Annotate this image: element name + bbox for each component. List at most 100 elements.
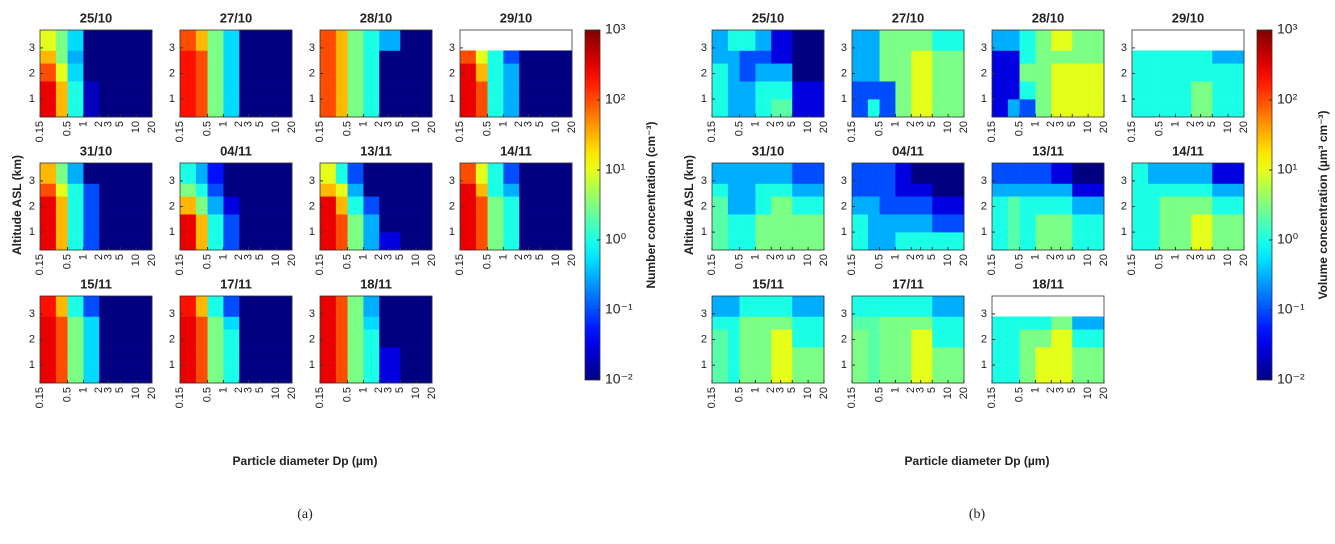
x-tick-label: 5 <box>1206 254 1218 260</box>
x-tick-label: 2 <box>1045 254 1057 260</box>
x-tick-label: 10 <box>130 121 142 133</box>
x-tick-label: 3 <box>1194 254 1206 260</box>
heatmap-cell <box>1007 347 1020 366</box>
heatmap-cell <box>932 30 965 51</box>
heatmap-cell <box>40 81 57 100</box>
heatmap-cell <box>932 365 965 384</box>
heatmap-cell <box>99 232 121 251</box>
heatmap-cell <box>239 316 261 330</box>
heatmap-cell <box>792 296 825 317</box>
heatmap-cell <box>260 214 293 233</box>
y-tick-label: 3 <box>1121 175 1127 187</box>
heatmap-cell <box>99 347 121 366</box>
x-tick-label: 3 <box>382 121 394 127</box>
x-tick-label: 10 <box>942 254 954 266</box>
heatmap-cell <box>1175 81 1192 100</box>
heatmap-cell <box>739 50 756 64</box>
heatmap-cell <box>739 316 756 330</box>
y-tick-label: 3 <box>449 42 455 54</box>
heatmap-cell <box>712 163 729 184</box>
heatmap-cell <box>335 329 348 348</box>
x-tick-label: 20 <box>146 387 158 399</box>
heatmap-cell <box>712 347 729 366</box>
heatmap-cell <box>195 232 208 251</box>
heatmap-cell <box>992 63 1009 82</box>
heatmap-cell <box>755 316 772 330</box>
heatmap-cell <box>55 296 68 317</box>
heatmap-cell <box>992 365 1009 384</box>
heatmap-cell <box>792 63 825 82</box>
heatmap-cell <box>852 50 869 64</box>
heatmap-cell <box>400 296 433 317</box>
heatmap-cell <box>180 232 197 251</box>
heatmap-cell <box>1175 183 1192 197</box>
x-tick-label: 1 <box>357 387 369 393</box>
heatmap-cell <box>519 81 541 100</box>
heatmap-cell <box>363 183 380 197</box>
heatmap-cell <box>792 183 825 197</box>
heatmap-cell <box>712 99 729 118</box>
heatmap-cell <box>55 232 68 251</box>
heatmap-cell <box>99 329 121 348</box>
x-tick-label: 1 <box>749 121 761 127</box>
heatmap-cell <box>879 365 896 384</box>
heatmap-cell <box>771 296 793 317</box>
heatmap-cell <box>739 183 756 197</box>
heatmap-cell <box>771 347 793 366</box>
x-tick-label: 0.5 <box>201 387 213 402</box>
x-tick-label: 1 <box>1169 121 1181 127</box>
x-tick-label: 2 <box>93 387 105 393</box>
heatmap-cell <box>460 99 477 118</box>
y-tick-label: 2 <box>29 200 35 212</box>
heatmap-cell <box>755 63 772 82</box>
x-tick-label: 0.5 <box>1013 387 1025 402</box>
heatmap-cell <box>1159 50 1176 64</box>
heatmap-cell <box>755 296 772 317</box>
heatmap-cell <box>911 163 933 184</box>
heatmap-cell <box>400 214 433 233</box>
heatmap-cell <box>260 63 293 82</box>
heatmap-cell <box>792 50 825 64</box>
heatmap-cell <box>320 30 337 51</box>
heatmap-cell <box>852 99 869 118</box>
heatmap-cell <box>852 214 869 233</box>
heatmap-cell <box>1072 163 1105 184</box>
heatmap-cell <box>1175 99 1192 118</box>
heatmap-cell <box>1035 232 1052 251</box>
heatmap-cell <box>911 347 933 366</box>
heatmap-cell <box>379 163 401 184</box>
heatmap-cell <box>911 316 933 330</box>
heatmap-cell <box>400 30 433 51</box>
heatmap-cell <box>1051 81 1073 100</box>
heatmap-cell <box>67 347 84 366</box>
x-tick-label: 2 <box>513 254 525 260</box>
heatmap-cell <box>755 329 772 348</box>
panel-title: 18/11 <box>360 276 392 291</box>
y-tick-label: 3 <box>29 42 35 54</box>
x-tick-label: 5 <box>534 121 546 127</box>
heatmap-cell <box>879 30 896 51</box>
heatmap-cell <box>1019 63 1036 82</box>
heatmap-cell <box>67 296 84 317</box>
x-tick-label: 20 <box>958 387 970 399</box>
heatmap-cell <box>40 63 57 82</box>
heatmap-cell <box>83 81 100 100</box>
heatmap-cell <box>1051 63 1073 82</box>
x-tick-label: 0.5 <box>873 254 885 269</box>
x-tick-label: 10 <box>802 121 814 133</box>
heatmap-cell <box>400 81 433 100</box>
x-tick-label: 1 <box>749 254 761 260</box>
heatmap-cell <box>320 347 337 366</box>
heatmap-cell <box>1072 183 1105 197</box>
heatmap-cell <box>1019 183 1036 197</box>
x-tick-label: 5 <box>926 387 938 393</box>
heatmap-cell <box>1051 163 1073 184</box>
x-tick-label: 0.15 <box>706 254 718 275</box>
heatmap-cell <box>1072 63 1105 82</box>
heatmap-cell <box>335 214 348 233</box>
heatmap-cell <box>503 63 520 82</box>
heatmap-cell <box>792 347 825 366</box>
heatmap-cell <box>40 196 57 215</box>
heatmap-cell <box>55 81 68 100</box>
heatmap-cell <box>1007 329 1020 348</box>
